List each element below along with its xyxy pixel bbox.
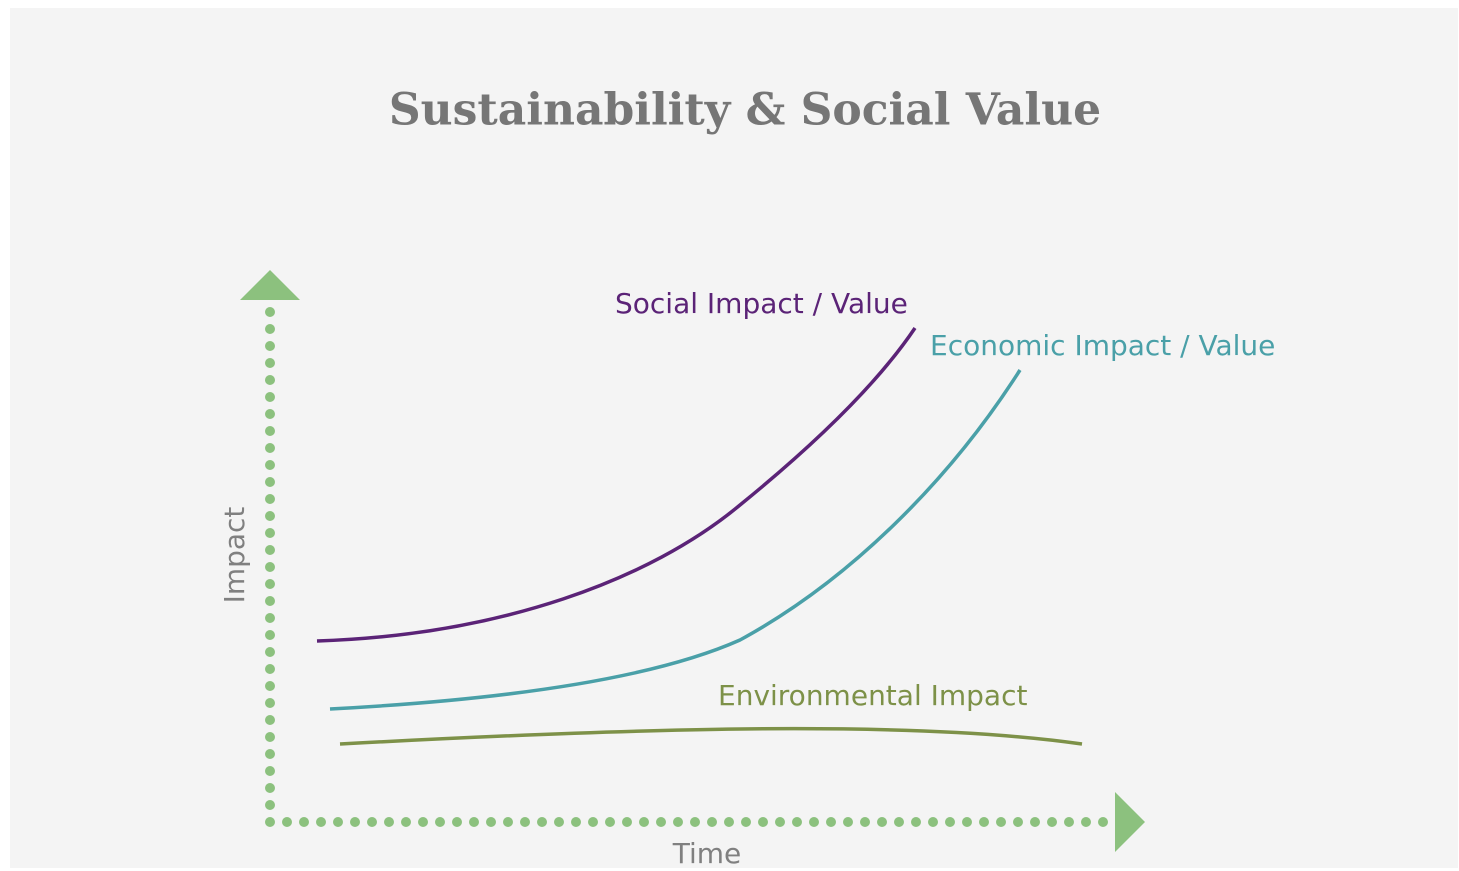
- curve-label: Environmental Impact: [718, 679, 1027, 712]
- curve-label: Economic Impact / Value: [930, 329, 1275, 362]
- social-curve: [316, 327, 917, 643]
- environmental-curve: [339, 726, 1083, 746]
- x-axis-arrow: [1115, 792, 1145, 852]
- x-axis-label: Time: [672, 837, 742, 870]
- title: Sustainability & Social Value: [389, 85, 1101, 136]
- curve-label: Social Impact / Value: [615, 287, 908, 320]
- economic-curve: [329, 369, 1022, 711]
- panel: [10, 8, 1458, 868]
- y-axis-arrow: [240, 270, 300, 300]
- y-axis-label: Impact: [218, 507, 251, 604]
